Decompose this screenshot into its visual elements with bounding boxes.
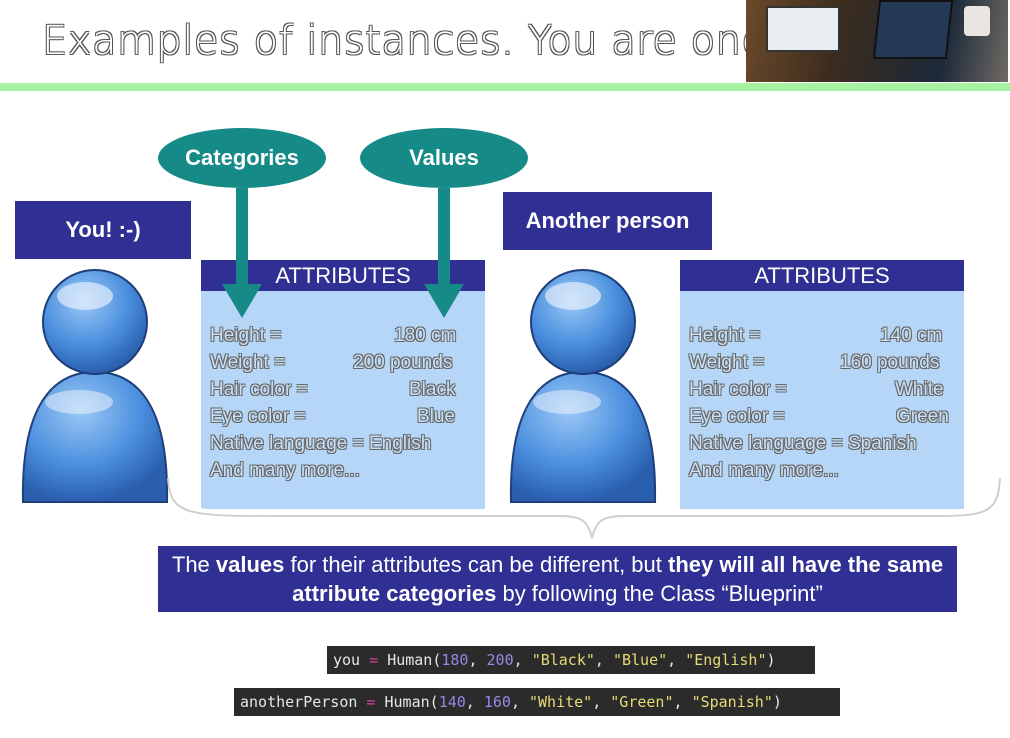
code-token: you — [333, 651, 361, 669]
person-icon — [21, 269, 169, 503]
curly-brace — [167, 477, 1001, 539]
code-token: "Blue" — [612, 651, 668, 669]
msg-part: by following the Class “Blueprint” — [496, 581, 823, 606]
attr-more: And many more... — [689, 460, 839, 481]
attributes-header-label: ATTRIBUTES — [275, 262, 411, 288]
code-token: , — [510, 693, 529, 711]
another-person-label-box: Another person — [503, 192, 712, 250]
code-token: 180 — [441, 651, 469, 669]
attr-value: 140 cm — [880, 325, 943, 346]
attributes-panel: Height = 140 cm Weight = 160 pounds Hair… — [680, 291, 964, 509]
laptop-photo — [746, 0, 1008, 82]
values-ellipse: Values — [360, 128, 528, 188]
slide-title: Examples of instances. You are one! — [42, 18, 784, 64]
code-token: "English" — [685, 651, 767, 669]
attr-value: Blue — [417, 406, 456, 427]
attributes-header-label: ATTRIBUTES — [754, 262, 890, 288]
code-token: 140 — [438, 693, 466, 711]
attr-key: Height = — [210, 325, 282, 346]
attr-key: Weight = — [210, 352, 286, 373]
code-line-another-person: anotherPerson = Human(140, 160, "White",… — [234, 688, 840, 716]
explanation-text: The values for their attributes can be d… — [158, 546, 957, 608]
mug-icon — [964, 6, 990, 36]
attr-value: Black — [409, 379, 456, 400]
attr-value: 180 cm — [394, 325, 457, 346]
code-token: ) — [766, 651, 776, 669]
code-token: , — [592, 693, 611, 711]
msg-part: The — [171, 552, 216, 577]
code-token: , — [513, 651, 532, 669]
attr-key: Weight = — [689, 352, 765, 373]
code-token: , — [667, 651, 686, 669]
code-token: = — [357, 693, 385, 711]
attr-value: 160 pounds — [840, 352, 940, 373]
values-label: Values — [409, 145, 479, 170]
code-token: "White" — [529, 693, 593, 711]
code-token: , — [465, 693, 484, 711]
categories-ellipse: Categories — [158, 128, 326, 188]
attr-key: Height = — [689, 325, 761, 346]
another-person-label: Another person — [525, 208, 690, 233]
categories-arrow — [222, 188, 262, 318]
attr-key: Hair color = — [210, 379, 308, 400]
code-token: , — [673, 693, 692, 711]
msg-bold: values — [215, 552, 285, 577]
attributes-header: ATTRIBUTES — [680, 260, 964, 291]
code-token: 160 — [483, 693, 511, 711]
msg-bold: they will all have the same attribute ca… — [292, 552, 944, 606]
code-token: anotherPerson — [240, 693, 358, 711]
code-token: , — [468, 651, 487, 669]
attr-value: 200 pounds — [353, 352, 453, 373]
code-token: Human( — [387, 651, 442, 669]
you-label-box: You! :-) — [15, 201, 191, 259]
you-label: You! :-) — [65, 217, 141, 242]
attr-key: Hair color = — [689, 379, 787, 400]
attributes-panel: Height = 180 cm Weight = 200 pounds Hair… — [201, 291, 485, 509]
attr-value: Green — [896, 406, 949, 427]
laptop-screen-left — [766, 6, 840, 52]
values-arrow — [424, 188, 464, 318]
code-token: , — [594, 651, 613, 669]
code-line-you: you = Human(180, 200, "Black", "Blue", "… — [327, 646, 815, 674]
attr-key: Native language = Spanish — [689, 433, 917, 454]
explanation-box: The values for their attributes can be d… — [158, 546, 957, 612]
code-token: Human( — [384, 693, 439, 711]
attr-key: Eye color = — [689, 406, 785, 427]
attr-value: White — [895, 379, 944, 400]
attr-key: Eye color = — [210, 406, 306, 427]
code-token: "Black" — [531, 651, 595, 669]
code-token: 200 — [486, 651, 514, 669]
attr-more: And many more... — [210, 460, 360, 481]
attr-key: Native language = English — [210, 433, 432, 454]
code-token: = — [360, 651, 388, 669]
msg-part: for their attributes can be different, b… — [284, 552, 668, 577]
code-token: "Green" — [610, 693, 674, 711]
code-token: "Spanish" — [691, 693, 773, 711]
person-icon — [509, 269, 657, 503]
code-token: ) — [772, 693, 782, 711]
title-underline — [0, 83, 1010, 91]
categories-label: Categories — [185, 145, 299, 170]
